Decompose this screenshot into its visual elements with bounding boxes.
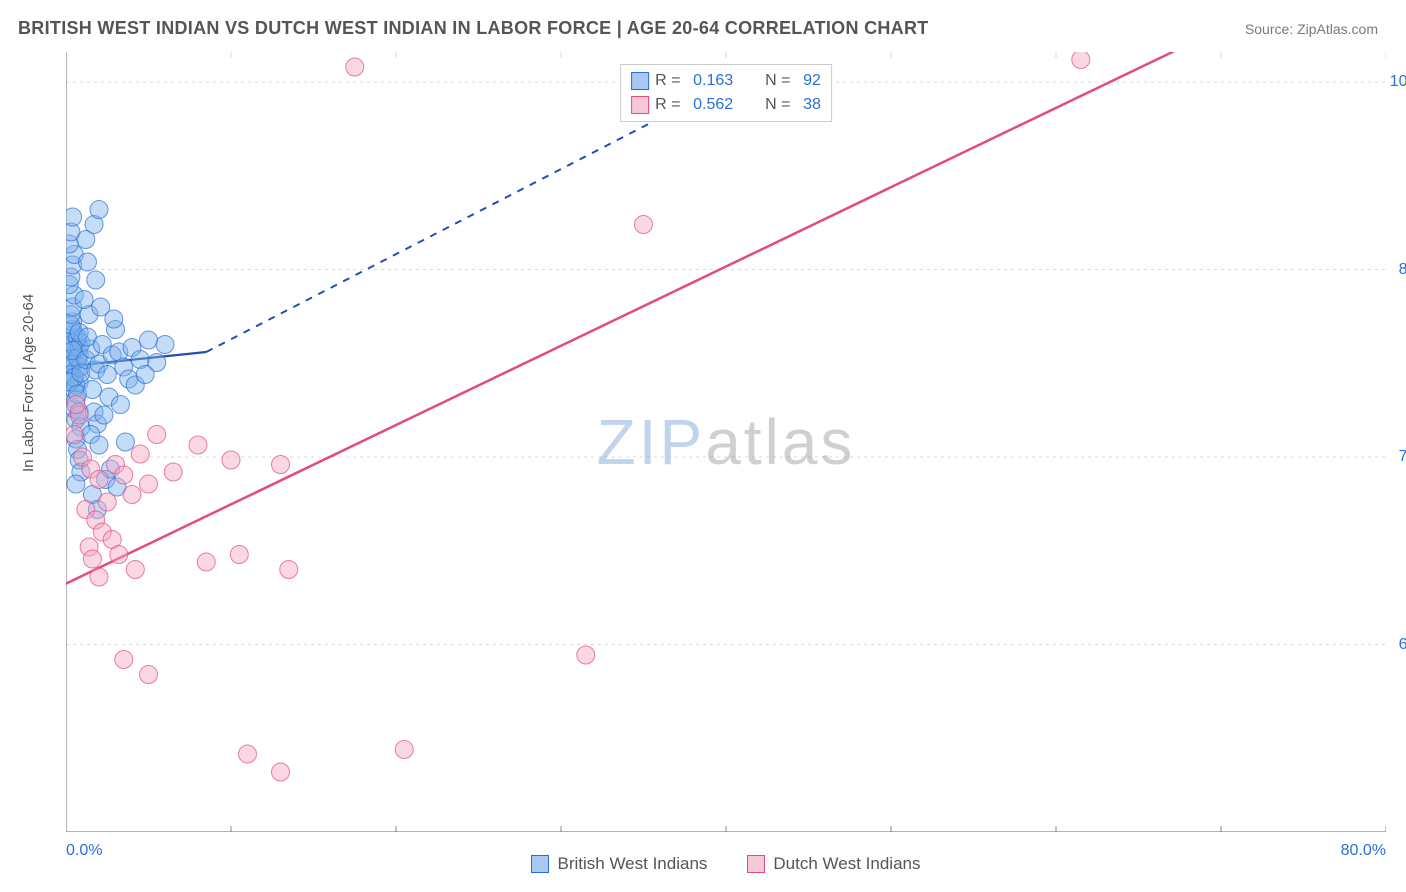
series-legend: British West Indians Dutch West Indians	[66, 854, 1386, 874]
series-legend-item: British West Indians	[531, 854, 707, 874]
legend-n-val: 38	[803, 96, 821, 114]
legend-r-label: R =	[655, 96, 687, 114]
series-legend-item: Dutch West Indians	[747, 854, 920, 874]
y-tick-label: 87.5%	[1399, 261, 1406, 279]
correlation-legend: R = 0.163 N = 92 R = 0.562 N = 38	[620, 64, 832, 122]
legend-n-val: 92	[803, 72, 821, 90]
y-tick-label: 75.0%	[1399, 448, 1406, 466]
source-attribution: Source: ZipAtlas.com	[1245, 21, 1378, 37]
scatter-plot-svg	[66, 52, 1386, 832]
y-tick-label: 62.5%	[1399, 636, 1406, 654]
legend-r-label: R =	[655, 72, 687, 90]
legend-n-label: N =	[765, 72, 797, 90]
legend-r-val: 0.163	[693, 72, 749, 90]
legend-row: R = 0.562 N = 38	[631, 93, 821, 117]
plot-region: ZIPatlas R =0.163N =92R =0.562N =38 62.5…	[66, 52, 1386, 832]
legend-swatch	[531, 855, 549, 873]
legend-row: R = 0.163 N = 92	[631, 69, 821, 93]
y-axis-label: In Labor Force | Age 20-64	[20, 294, 37, 472]
legend-swatch	[631, 96, 649, 114]
legend-n-label: N =	[765, 96, 797, 114]
chart-title: BRITISH WEST INDIAN VS DUTCH WEST INDIAN…	[18, 18, 929, 39]
chart-area: In Labor Force | Age 20-64 ZIPatlas R =0…	[48, 52, 1388, 832]
series-legend-label: British West Indians	[557, 854, 707, 874]
legend-swatch	[631, 72, 649, 90]
y-tick-label: 100.0%	[1390, 73, 1406, 91]
legend-swatch	[747, 855, 765, 873]
legend-r-val: 0.562	[693, 96, 749, 114]
series-legend-label: Dutch West Indians	[773, 854, 920, 874]
